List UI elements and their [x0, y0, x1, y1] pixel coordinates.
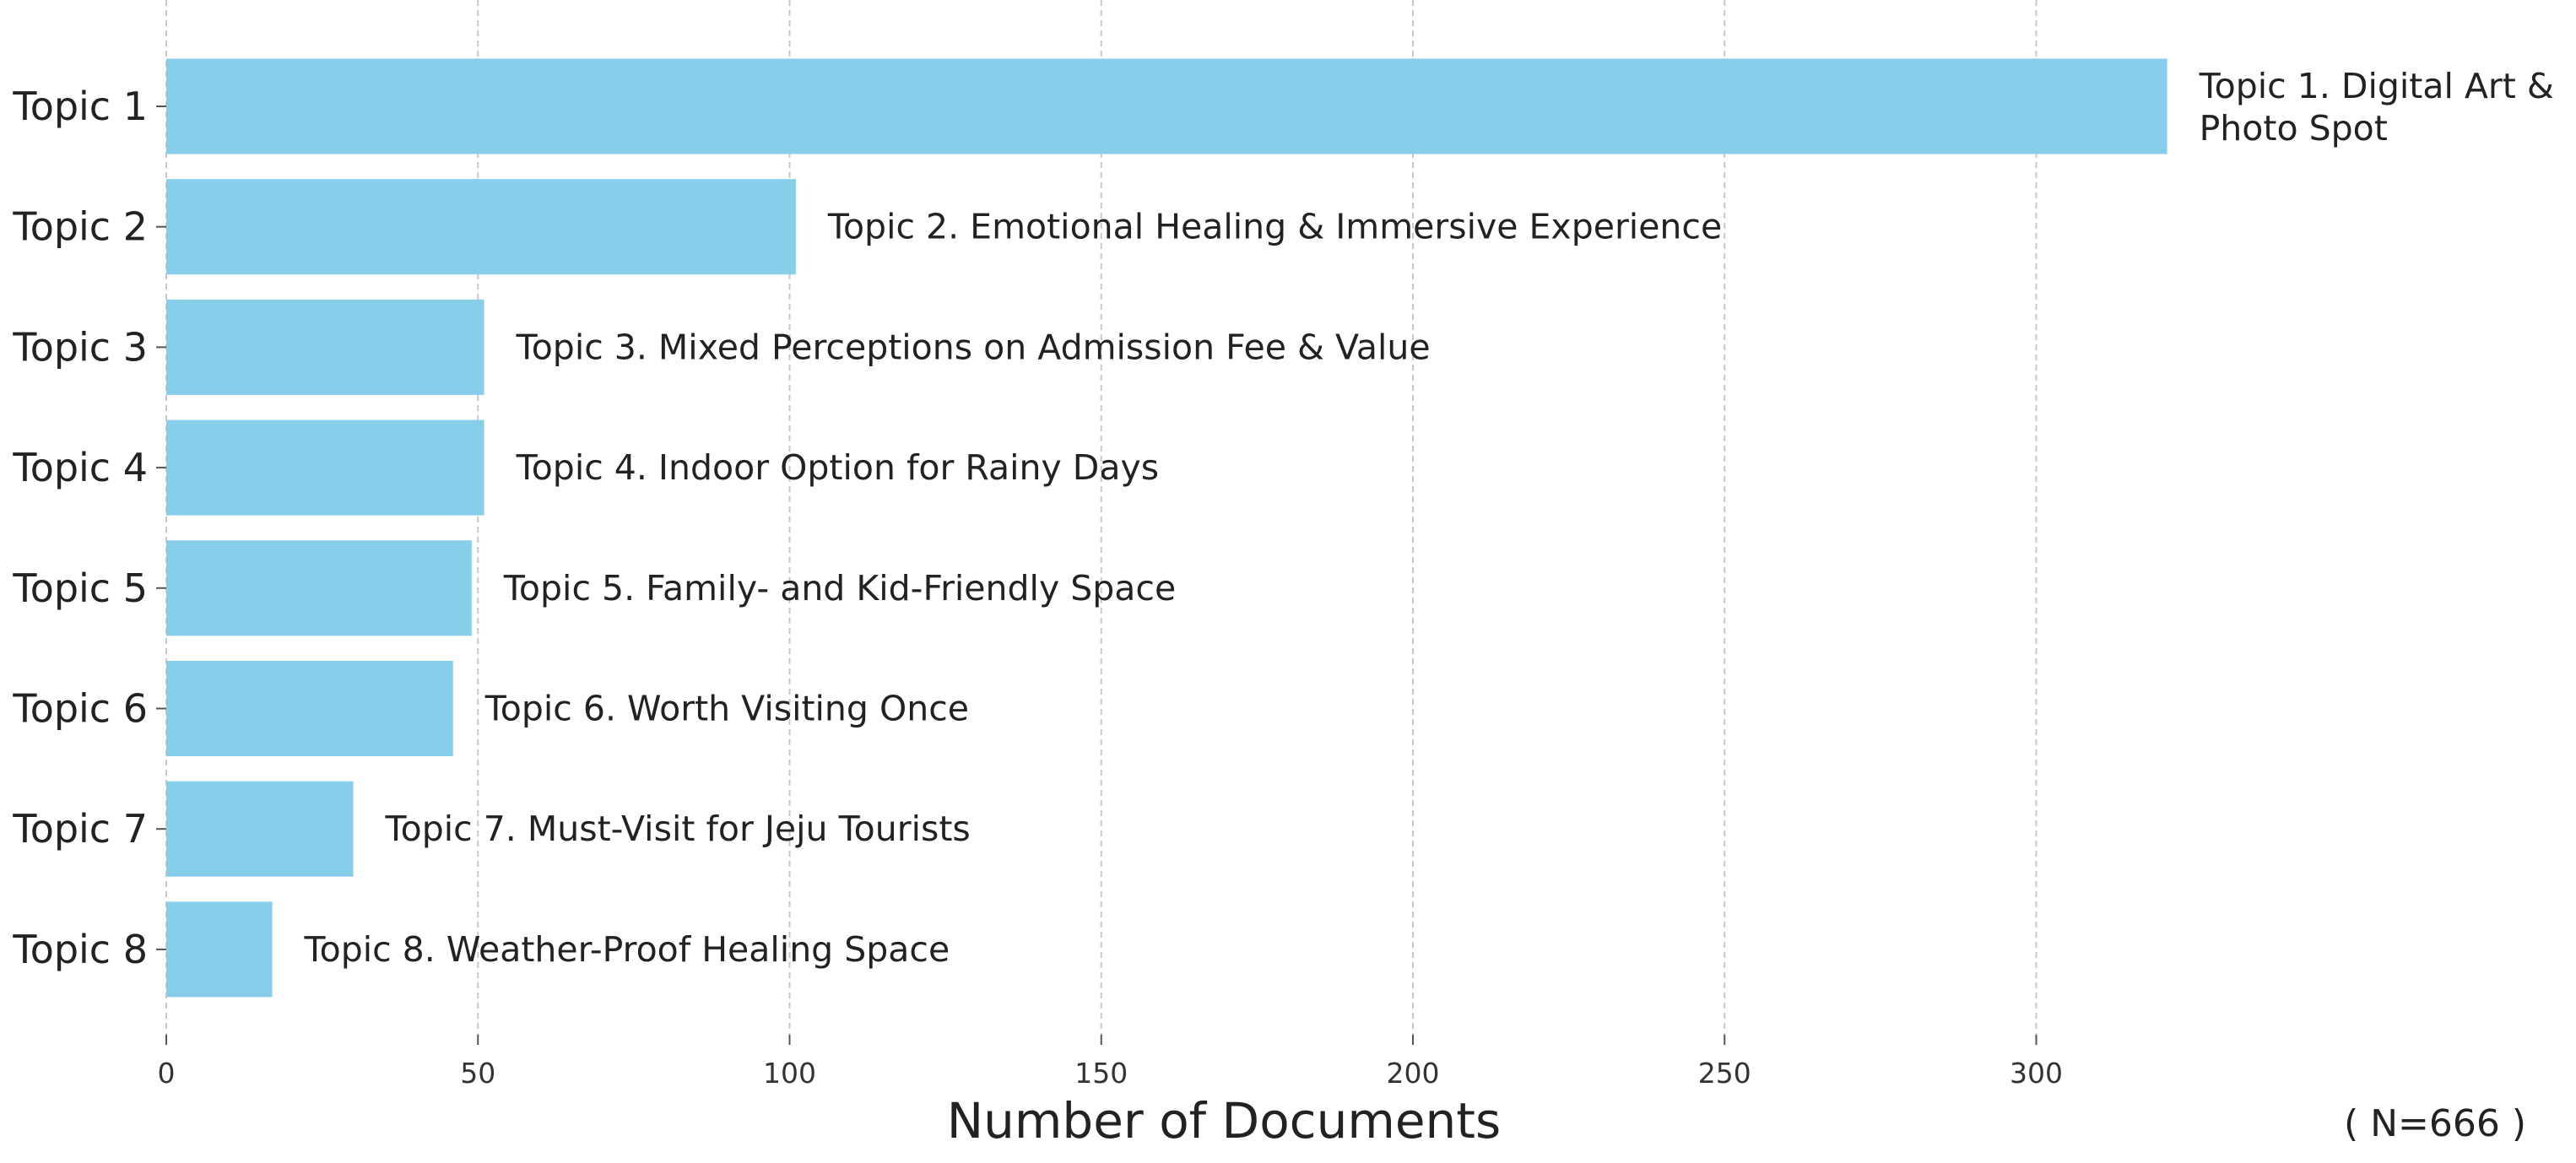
x-tick-label: 200 — [1387, 1057, 1440, 1090]
y-tick-label: Topic 1 — [12, 84, 148, 129]
y-tick-label: Topic 4 — [12, 445, 148, 490]
x-axis-label: Number of Documents — [947, 1092, 1501, 1149]
y-tick-label: Topic 7 — [12, 806, 148, 852]
x-tick-label: 300 — [2010, 1057, 2063, 1090]
bar-labels: Topic 1. Digital Art &Photo Spot Topic 2.… — [304, 66, 2554, 970]
bar-label: Topic 2. Emotional Healing & Immersive E… — [827, 207, 1722, 247]
bar — [166, 419, 484, 516]
bar-label: Topic 3. Mixed Perceptions on Admission … — [516, 327, 1431, 367]
bar — [166, 58, 2167, 154]
bar — [166, 540, 472, 636]
y-tick-label: Topic 2 — [12, 204, 148, 250]
bar-label: Topic 1. Digital Art & — [2199, 66, 2554, 106]
bar-label: Topic 7. Must-Visit for Jeju Tourists — [385, 809, 971, 849]
bar — [166, 299, 484, 395]
bar-label: Topic 5. Family- and Kid-Friendly Space — [503, 568, 1176, 609]
x-tick-label: 250 — [1698, 1057, 1751, 1090]
y-tick-label: Topic 5 — [12, 565, 148, 611]
bar — [166, 781, 354, 877]
y-tick-label: Topic 8 — [12, 927, 148, 972]
bar — [166, 661, 453, 756]
bar-label: Topic 8. Weather-Proof Healing Space — [304, 929, 950, 970]
gridlines — [165, 0, 2038, 1045]
bar-label: Topic 6. Worth Visiting Once — [484, 689, 969, 729]
y-tick-label: Topic 3 — [12, 324, 148, 370]
y-tick-labels: Topic 1 Topic 2 Topic 3 Topic 4 Topic 5 Topic… — [12, 84, 166, 972]
x-tick-labels: 0 50 100 150 200 250 300 — [158, 1057, 2064, 1090]
bars — [166, 58, 2167, 998]
bar-label: Topic 4. Indoor Option for Rainy Days — [516, 447, 1159, 488]
bar — [166, 901, 273, 998]
x-tick-label: 0 — [158, 1057, 176, 1090]
x-tick-label: 50 — [460, 1057, 495, 1090]
x-tick-label: 100 — [763, 1057, 816, 1090]
bar-label: Photo Spot — [2200, 108, 2388, 149]
x-tick-label: 150 — [1074, 1057, 1128, 1090]
y-tick-label: Topic 6 — [12, 686, 148, 732]
sample-size-annotation: ( N=666 ) — [2344, 1102, 2526, 1145]
bar — [166, 179, 796, 275]
